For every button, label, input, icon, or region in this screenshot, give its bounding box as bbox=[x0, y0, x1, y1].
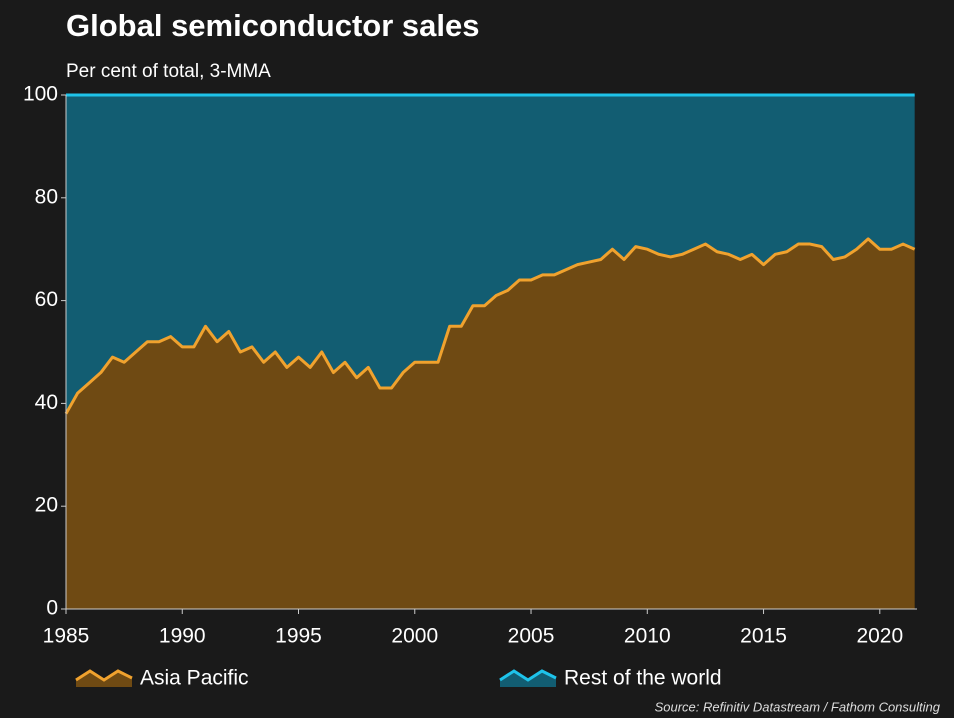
chart-title: Global semiconductor sales bbox=[66, 8, 479, 43]
legend-line bbox=[75, 669, 133, 682]
chart-subtitle: Per cent of total, 3-MMA bbox=[66, 61, 271, 82]
y-tick-label: 80 bbox=[35, 185, 58, 208]
legend-swatch bbox=[500, 671, 556, 687]
legend-label: Rest of the world bbox=[564, 667, 722, 690]
x-tick-label: 2015 bbox=[740, 625, 787, 648]
legend-swatch bbox=[76, 671, 132, 687]
x-tick-label: 2010 bbox=[624, 625, 671, 648]
x-tick-label: 2005 bbox=[508, 625, 555, 648]
x-tick-label: 1985 bbox=[43, 625, 90, 648]
area bbox=[66, 95, 915, 414]
area bbox=[66, 238, 915, 610]
legend-line bbox=[499, 669, 557, 682]
source: Source: Refinitiv Datastream / Fathom Co… bbox=[655, 699, 941, 714]
line bbox=[64, 237, 916, 415]
x-tick-label: 1995 bbox=[275, 625, 322, 648]
y-tick-label: 0 bbox=[46, 597, 58, 620]
x-tick-label: 1990 bbox=[159, 625, 206, 648]
x-tick-label: 2020 bbox=[856, 625, 903, 648]
y-tick-label: 60 bbox=[35, 288, 58, 311]
x-tick-label: 2000 bbox=[391, 625, 438, 648]
y-tick-label: 100 bbox=[23, 83, 58, 106]
y-tick-label: 20 bbox=[35, 494, 58, 517]
y-tick-label: 40 bbox=[35, 391, 58, 414]
legend-label: Asia Pacific bbox=[140, 667, 249, 690]
